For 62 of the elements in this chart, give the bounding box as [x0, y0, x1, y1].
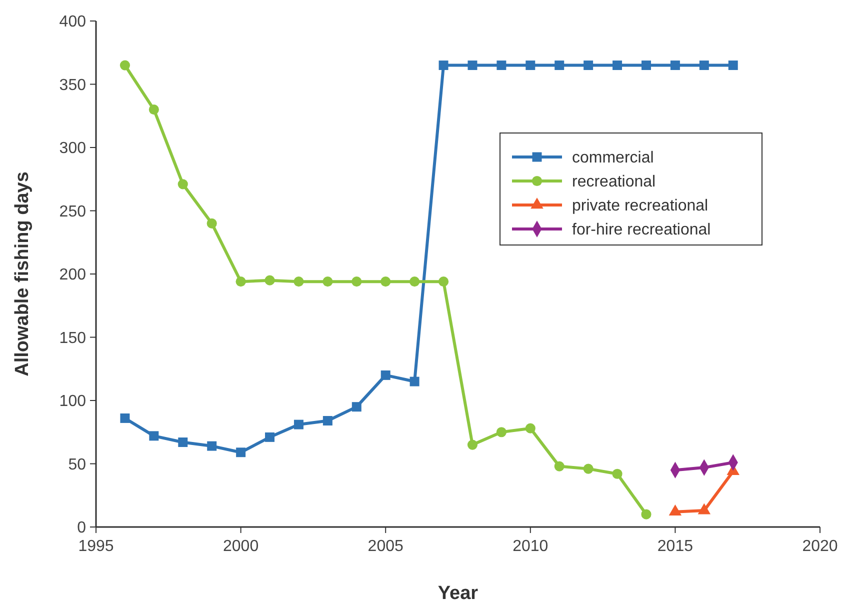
x-tick-label: 2000	[223, 538, 259, 555]
point	[525, 423, 536, 434]
y-tick-label: 50	[68, 456, 86, 474]
point	[120, 413, 130, 423]
point	[554, 60, 564, 70]
point	[294, 420, 304, 430]
point	[236, 448, 246, 458]
y-tick-label: 150	[59, 330, 86, 347]
x-axis-title: Year	[438, 583, 479, 604]
point	[467, 440, 478, 450]
x-tick-label: 2010	[512, 538, 548, 555]
point	[583, 464, 594, 474]
point	[410, 276, 420, 287]
point	[178, 179, 188, 190]
legend-label: private recreational	[572, 198, 708, 215]
point	[322, 416, 332, 426]
y-tick-label: 300	[59, 140, 86, 158]
y-tick-label: 350	[59, 76, 86, 94]
legend-label: recreational	[572, 174, 656, 191]
y-tick-label: 0	[77, 520, 86, 537]
point	[438, 60, 448, 70]
legend-label: commercial	[572, 150, 654, 167]
y-tick-label: 400	[59, 14, 86, 31]
point	[728, 60, 738, 70]
point	[468, 60, 478, 70]
point	[207, 441, 217, 451]
point	[641, 60, 651, 70]
point	[294, 276, 304, 287]
point	[584, 60, 594, 70]
point	[322, 276, 333, 287]
point	[120, 60, 130, 70]
point	[641, 509, 652, 520]
point	[612, 60, 622, 70]
point	[670, 60, 680, 70]
x-tick-label: 2015	[657, 538, 694, 555]
point	[380, 370, 390, 380]
point	[265, 432, 275, 442]
point	[178, 438, 188, 447]
x-tick-label: 2005	[368, 538, 404, 555]
y-tick-label: 200	[59, 266, 86, 284]
point	[264, 275, 275, 286]
point	[699, 60, 709, 70]
point	[352, 276, 362, 287]
point	[352, 402, 362, 412]
y-axis-title: Allowable fishing days	[12, 172, 33, 376]
point	[148, 104, 159, 115]
point	[410, 376, 420, 386]
point	[496, 427, 506, 438]
point	[526, 60, 536, 70]
point	[149, 431, 159, 441]
point	[206, 218, 217, 228]
point	[236, 276, 246, 287]
y-tick-label: 250	[59, 203, 86, 220]
x-tick-label: 2020	[802, 538, 838, 555]
x-tick-label: 1995	[78, 538, 114, 555]
point	[380, 276, 391, 287]
y-tick-label: 100	[59, 393, 86, 410]
point	[438, 276, 449, 287]
point	[496, 60, 506, 70]
point	[612, 468, 622, 479]
legend-label: for-hire recreational	[572, 222, 711, 239]
point	[554, 461, 564, 472]
